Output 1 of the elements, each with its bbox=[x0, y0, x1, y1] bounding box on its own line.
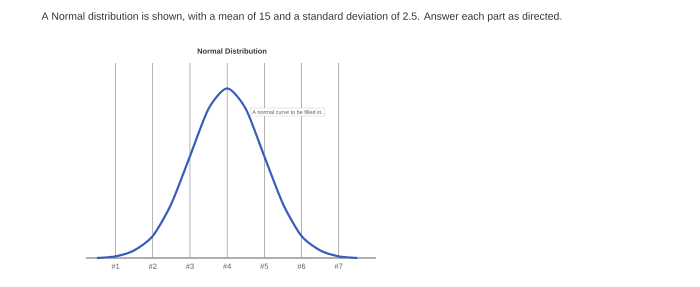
chart-title: A Normal distribution is shown, with a mean of 15 and a standard deviation of 2.5. Answer each part as directed. bbox=[42, 12, 562, 22]
